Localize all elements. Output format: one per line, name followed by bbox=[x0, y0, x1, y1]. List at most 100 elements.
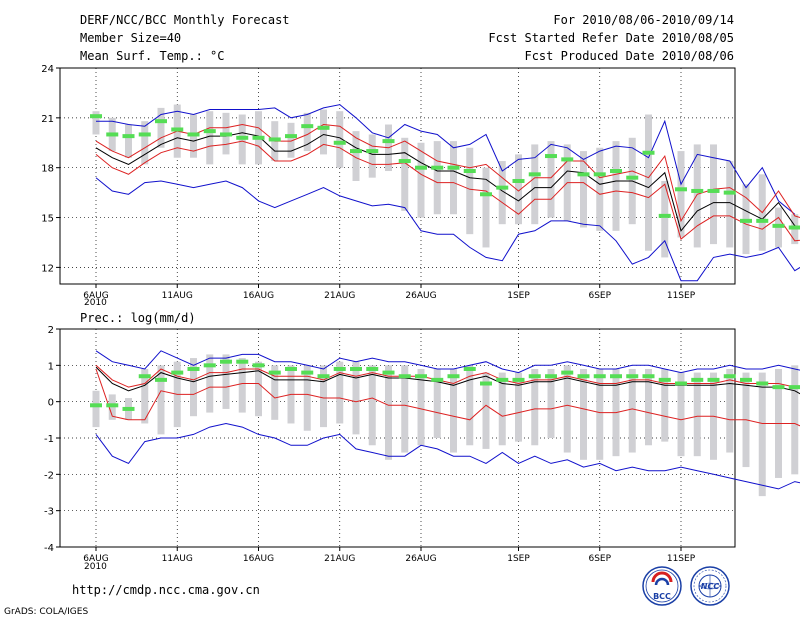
temp-median-mark bbox=[317, 125, 330, 130]
temp-median-mark bbox=[528, 172, 541, 177]
temp-median-mark bbox=[512, 178, 525, 183]
temp-median-mark bbox=[577, 172, 590, 177]
temperature-x-axis: 6AUG 11AUG 16AUG 21AUG 26AUG 1SEP 6SEP 11SEP bbox=[83, 291, 695, 301]
precip-spread-bar bbox=[628, 368, 636, 453]
temp-median-mark bbox=[675, 187, 687, 192]
precip-spread-bar bbox=[238, 358, 246, 413]
precip-panel-title: Prec.: log(mm/d) bbox=[80, 311, 196, 325]
precip-median-mark bbox=[756, 381, 769, 386]
temp-spread-bar bbox=[661, 180, 669, 258]
precip-xtick-label: 6SEP bbox=[588, 554, 611, 564]
precip-median-mark bbox=[658, 377, 671, 382]
precip-spread-bar bbox=[222, 354, 230, 409]
precip-median-mark bbox=[138, 374, 151, 379]
temp-spread-bar bbox=[693, 144, 701, 248]
precip-spread-bar bbox=[368, 365, 376, 446]
temp-spread-bar bbox=[547, 141, 555, 218]
precip-lower_inner-line bbox=[95, 368, 800, 427]
temp-median-mark bbox=[593, 172, 606, 177]
precip-spread-bar bbox=[417, 368, 425, 446]
temp-lower_inner-line bbox=[95, 140, 800, 242]
precip-spread-bar bbox=[385, 365, 392, 460]
header-started-date: Fcst Started Refer Date 2010/08/05 bbox=[488, 31, 734, 45]
precip-upper_inner-line bbox=[95, 364, 800, 389]
precip-median-mark bbox=[90, 403, 102, 408]
temp-median-mark bbox=[480, 192, 492, 197]
temp-median-mark bbox=[333, 140, 346, 145]
temp-median-mark bbox=[236, 135, 249, 140]
temp-spread-bar bbox=[580, 151, 587, 228]
temp-median-mark bbox=[545, 154, 557, 159]
temp-median-mark bbox=[756, 218, 769, 223]
temp-median-mark bbox=[707, 188, 720, 193]
header-title: DERF/NCC/BCC Monthly Forecast bbox=[80, 13, 290, 27]
precip-spread-bar bbox=[336, 361, 344, 424]
temp-ytick-label: 21 bbox=[41, 114, 54, 125]
precip-spread-bar bbox=[157, 365, 165, 435]
temp-median-mark bbox=[268, 137, 281, 142]
temperature-panel: 12 15 18 21 24 bbox=[41, 64, 800, 288]
temp-frame bbox=[59, 67, 736, 285]
precip-median-mark bbox=[236, 359, 249, 364]
temp-median-mark bbox=[415, 165, 427, 170]
temp-median-mark bbox=[447, 165, 460, 170]
temp-median-mark bbox=[382, 139, 395, 144]
precip-xtick-label: 1SEP bbox=[507, 554, 530, 564]
temp-spread-bar bbox=[141, 121, 149, 165]
precip-spread-bar bbox=[693, 372, 701, 457]
temp-median-mark bbox=[642, 150, 655, 155]
precipitation-x-axis: 6AUG 11AUG 16AUG 21AUG 26AUG 1SEP 6SEP 11SEP bbox=[83, 554, 695, 564]
precip-spread-bar bbox=[563, 365, 571, 453]
precip-median-mark bbox=[252, 363, 265, 368]
precip-spread-bar bbox=[450, 368, 457, 453]
precip-spread-bar bbox=[190, 358, 197, 417]
precip-xtick-label: 6AUG bbox=[83, 554, 108, 564]
header-produced-date: Fcst Produced Date 2010/08/06 bbox=[524, 49, 734, 63]
temp-mean-line bbox=[95, 132, 800, 232]
ncc-logo: NCC bbox=[690, 566, 730, 606]
temp-spread-bar bbox=[482, 167, 490, 248]
temp-upper_inner-line bbox=[95, 123, 800, 223]
temp-ytick-label: 24 bbox=[41, 64, 54, 75]
temp-xtick-label: 6SEP bbox=[588, 291, 611, 301]
temp-median-mark bbox=[350, 149, 362, 154]
precip-spread-bar bbox=[482, 372, 490, 449]
bcc-logo-text: BCC bbox=[653, 592, 671, 601]
temp-spread-bar bbox=[157, 107, 165, 148]
precip-median-mark bbox=[333, 366, 346, 371]
precip-median-mark bbox=[480, 381, 492, 386]
temp-xtick-label: 16AUG bbox=[243, 291, 274, 301]
precip-median-mark bbox=[187, 366, 200, 371]
temp-median-mark bbox=[203, 129, 216, 134]
temp-median-mark bbox=[463, 169, 476, 174]
precip-spread-bar bbox=[515, 372, 522, 442]
precip-median-mark bbox=[155, 377, 167, 382]
precip-median-mark bbox=[431, 377, 444, 382]
precip-spread-bar bbox=[303, 365, 311, 431]
header-period: For 2010/08/06-2010/09/14 bbox=[553, 13, 734, 27]
precipitation-panel: -4 -3 -2 -1 0 1 2 bbox=[44, 325, 800, 554]
temp-spread-bar bbox=[498, 161, 506, 225]
temp-median-mark bbox=[431, 165, 444, 170]
precip-median-mark bbox=[740, 377, 752, 382]
precip-median-mark bbox=[366, 366, 379, 371]
temp-xtick-label: 21AUG bbox=[324, 291, 355, 301]
precip-mean-line bbox=[95, 366, 800, 395]
temp-lower_envelope-line bbox=[95, 177, 800, 282]
precip-median-mark bbox=[317, 374, 330, 379]
precip-spread-bar bbox=[206, 354, 214, 413]
temp-ytick-label: 18 bbox=[41, 164, 54, 175]
precip-spread-bar bbox=[791, 365, 799, 475]
precip-median-mark bbox=[593, 374, 606, 379]
precip-ytick-label: 2 bbox=[48, 325, 54, 336]
precip-spread-bar bbox=[531, 368, 539, 446]
precip-median-mark bbox=[398, 374, 411, 379]
temp-xtick-label: 6AUG bbox=[83, 291, 108, 301]
temp-spread-bar bbox=[336, 111, 344, 168]
temp-spread-bar bbox=[515, 154, 522, 225]
temp-spread-bar bbox=[531, 144, 539, 225]
temp-median-mark bbox=[398, 159, 411, 164]
precip-median-mark bbox=[285, 366, 297, 371]
precip-median-mark bbox=[675, 381, 687, 386]
temp-spread-bar bbox=[352, 131, 360, 181]
